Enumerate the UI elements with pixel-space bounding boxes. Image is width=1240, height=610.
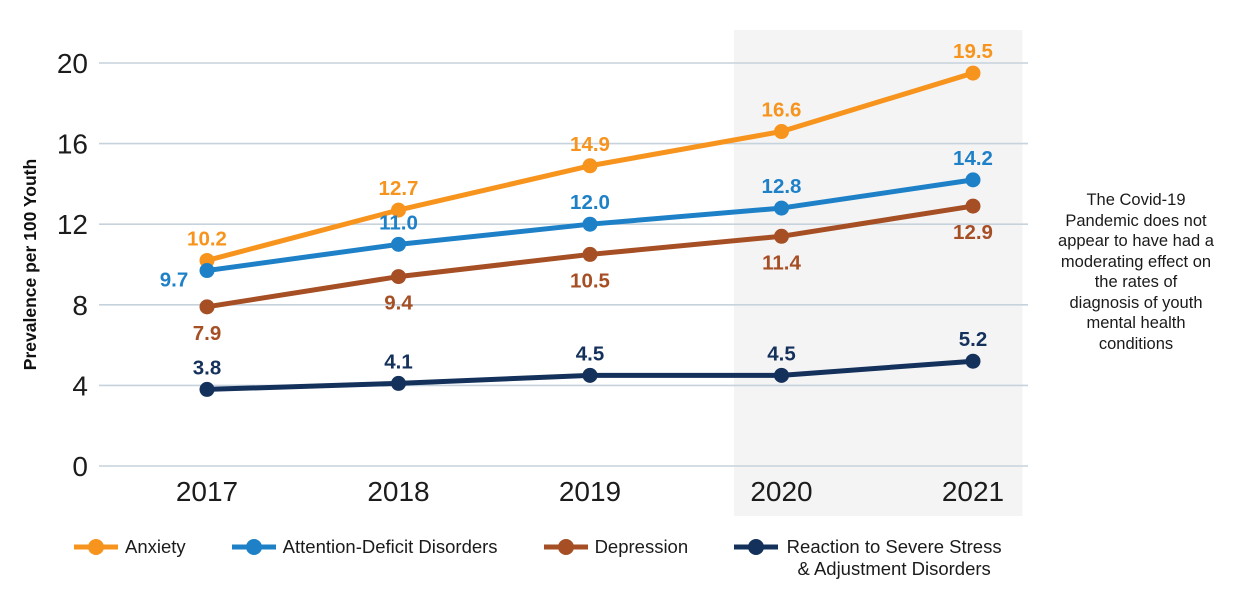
data-point-marker-reaction-to-severe-stress-adjustment-disorders [391,375,406,391]
legend-label: Reaction to Severe Stress & Adjustment D… [786,536,1002,579]
y-tick-label: 20 [57,48,88,79]
data-point-label-reaction-to-severe-stress-adjustment-disorders: 5.2 [959,328,988,351]
data-point-marker-depression [965,198,981,214]
data-point-marker-anxiety [965,65,981,81]
data-point-label-attention-deficit-disorders: 9.7 [160,269,189,292]
legend-item-attention-deficit-disorders: Attention-Deficit Disorders [231,536,498,558]
legend-series-swatch-icon [231,539,276,555]
y-tick-label: 12 [57,209,88,240]
covid-highlight-band [734,30,1023,516]
data-point-marker-attention-deficit-disorders [582,216,598,232]
y-tick-label: 4 [72,370,88,401]
data-point-marker-attention-deficit-disorders [965,172,981,188]
data-point-marker-attention-deficit-disorders [199,263,215,279]
legend-label: Attention-Deficit Disorders [282,536,498,557]
data-point-label-reaction-to-severe-stress-adjustment-disorders: 4.5 [576,342,605,365]
data-point-label-depression: 7.9 [193,322,222,345]
x-tick-label: 2021 [942,476,1004,507]
data-point-label-depression: 9.4 [384,292,413,315]
data-point-label-reaction-to-severe-stress-adjustment-disorders: 4.5 [767,342,796,365]
y-tick-label: 16 [57,129,88,160]
data-point-marker-reaction-to-severe-stress-adjustment-disorders [774,367,789,383]
data-point-marker-reaction-to-severe-stress-adjustment-disorders [582,367,598,383]
data-point-label-depression: 10.5 [570,269,610,292]
data-point-label-attention-deficit-disorders: 14.2 [953,147,993,170]
legend-item-anxiety: Anxiety [74,536,186,558]
legend-item-reaction-to-severe-stress-adjustment-disorders: Reaction to Severe Stress & Adjustment D… [734,536,1003,580]
data-point-label-reaction-to-severe-stress-adjustment-disorders: 4.1 [384,350,413,373]
data-point-label-attention-deficit-disorders: 12.8 [762,175,802,198]
data-point-marker-reaction-to-severe-stress-adjustment-disorders [965,353,981,369]
data-point-label-reaction-to-severe-stress-adjustment-disorders: 3.8 [193,356,222,379]
y-tick-label: 8 [72,290,88,321]
legend-label: Depression [594,536,689,557]
legend-series-swatch-icon [734,539,779,555]
x-tick-label: 2019 [559,476,621,507]
y-axis-title: Prevalence per 100 Youth [20,159,40,370]
data-point-marker-depression [391,269,406,285]
data-point-label-depression: 11.4 [762,251,801,274]
data-point-label-anxiety: 16.6 [762,99,802,122]
data-point-marker-attention-deficit-disorders [391,236,406,252]
data-point-marker-depression [199,299,215,315]
data-point-marker-anxiety [582,158,598,174]
data-point-label-depression: 12.9 [953,221,993,244]
data-point-marker-attention-deficit-disorders [774,200,789,216]
line-chart-canvas: 0 4 8 12 16 20 2017 2018 2019 2020 2021 Prevalence … [20,30,1028,516]
legend: Anxiety Attention-Deficit Disorders Depres… [0,536,1040,580]
data-point-marker-reaction-to-severe-stress-adjustment-disorders [199,381,215,397]
data-point-marker-anxiety [391,202,406,218]
data-point-marker-depression [582,246,598,262]
legend-series-swatch-icon [543,539,588,555]
data-point-label-anxiety: 19.5 [953,40,993,63]
x-tick-label: 2020 [750,476,812,507]
data-point-marker-depression [774,228,789,244]
data-point-marker-anxiety [774,124,789,140]
data-point-label-anxiety: 14.9 [570,133,610,156]
x-tick-label: 2017 [176,476,238,507]
legend-item-depression: Depression [543,536,689,558]
legend-label: Anxiety [125,536,186,557]
annotation-text: The Covid-19 Pandemic does not appear to h… [1058,191,1214,353]
data-point-label-anxiety: 12.7 [379,177,419,200]
data-point-label-attention-deficit-disorders: 12.0 [570,191,610,214]
data-point-label-attention-deficit-disorders: 11.0 [379,211,418,234]
y-tick-label: 0 [72,451,88,482]
x-tick-label: 2018 [367,476,429,507]
data-point-label-anxiety: 10.2 [187,227,227,250]
legend-series-swatch-icon [74,539,118,555]
